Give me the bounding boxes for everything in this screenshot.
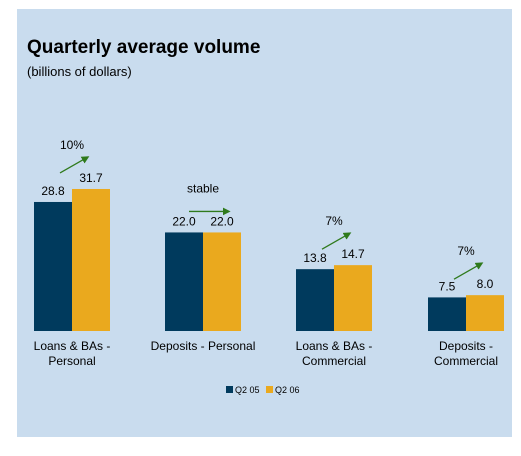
bar-q2-06-cat-3 bbox=[334, 265, 372, 331]
bar-q2-06-cat-4 bbox=[466, 295, 504, 331]
up-arrow-icon bbox=[321, 232, 352, 250]
bar-q2-05-cat-1 bbox=[34, 201, 72, 331]
growth-label: 7% bbox=[457, 244, 475, 258]
value-label: 22.0 bbox=[172, 214, 196, 228]
value-label: 22.0 bbox=[210, 214, 234, 228]
category-labels-group: Loans & BAs -Personal Deposits - Personal… bbox=[34, 339, 498, 368]
legend: Q2 05 Q2 06 bbox=[226, 385, 300, 395]
chart-subtitle: (billions of dollars) bbox=[27, 64, 132, 79]
bar-q2-06-cat-1 bbox=[72, 188, 110, 331]
value-label: 13.8 bbox=[303, 251, 327, 265]
growth-label: 10% bbox=[60, 138, 84, 152]
value-label: 31.7 bbox=[79, 171, 103, 185]
category-label: Deposits -Commercial bbox=[434, 339, 498, 368]
category-label: Loans & BAs -Commercial bbox=[296, 339, 373, 368]
value-label: 28.8 bbox=[41, 184, 65, 198]
chart-title: Quarterly average volume bbox=[27, 37, 261, 58]
up-arrow-icon bbox=[453, 262, 484, 280]
legend-label: Q2 06 bbox=[275, 385, 300, 395]
value-label: 8.0 bbox=[477, 277, 494, 291]
growth-label: stable bbox=[187, 181, 219, 195]
legend-swatch bbox=[266, 386, 273, 393]
value-label: 14.7 bbox=[341, 247, 365, 261]
growth-annotations-group: 10% stable 7% 7% bbox=[59, 138, 484, 280]
bar-q2-05-cat-4 bbox=[428, 297, 466, 331]
bar-q2-06-cat-2 bbox=[203, 232, 241, 331]
bar-q2-05-cat-2 bbox=[165, 232, 203, 331]
value-labels-group: 28.8 31.7 22.0 22.0 13.8 14.7 7.5 8.0 bbox=[41, 171, 493, 293]
bar-q2-05-cat-3 bbox=[296, 269, 334, 331]
value-label: 7.5 bbox=[439, 279, 456, 293]
legend-swatch bbox=[226, 386, 233, 393]
legend-label: Q2 05 bbox=[235, 385, 260, 395]
category-label: Loans & BAs -Personal bbox=[34, 339, 111, 368]
bars-group bbox=[34, 188, 504, 331]
growth-label: 7% bbox=[325, 214, 343, 228]
category-label: Deposits - Personal bbox=[151, 339, 256, 353]
up-arrow-icon bbox=[59, 156, 90, 174]
